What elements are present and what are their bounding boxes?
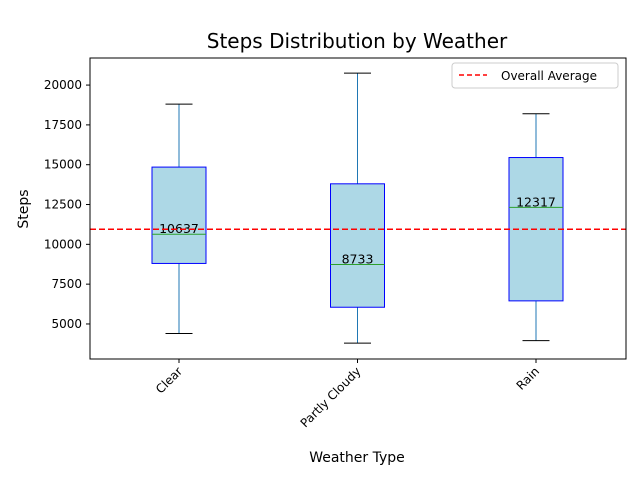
legend-frame [451, 62, 619, 89]
box-group-clear: 10637 [151, 103, 207, 335]
y-tick-label: 12500 [44, 198, 82, 212]
median-label-partly-cloudy: 8733 [342, 252, 374, 267]
median-label-clear: 10637 [159, 221, 199, 236]
x-tick-label: Rain [514, 364, 543, 393]
legend-label-overall-average: Overall Average [501, 69, 597, 83]
x-tick-label: Clear [153, 364, 185, 396]
box-group-rain: 12317 [508, 113, 564, 342]
y-tick-label: 10000 [44, 237, 82, 251]
y-axis: 5000 7500 10000 12500 15000 17500 20000 [44, 78, 90, 331]
box-group-partly-cloudy: 8733 [330, 72, 385, 344]
y-tick-label: 7500 [51, 277, 82, 291]
box-partly-cloudy [330, 183, 385, 308]
y-tick-label: 5000 [51, 317, 82, 331]
y-tick-label: 17500 [44, 118, 82, 132]
y-tick-label: 15000 [44, 158, 82, 172]
y-tick-label: 20000 [44, 78, 82, 92]
legend: Overall Average [451, 62, 619, 89]
box-clear [151, 166, 207, 264]
chart-title: Steps Distribution by Weather [207, 29, 508, 53]
plot-area: 10637 8733 12317 [90, 72, 626, 344]
x-tick-label: Partly Cloudy [298, 364, 364, 430]
x-axis: Clear Partly Cloudy Rain [153, 359, 542, 430]
y-axis-label: Steps [16, 189, 32, 228]
x-axis-label: Weather Type [309, 450, 405, 466]
median-label-rain: 12317 [516, 194, 556, 209]
